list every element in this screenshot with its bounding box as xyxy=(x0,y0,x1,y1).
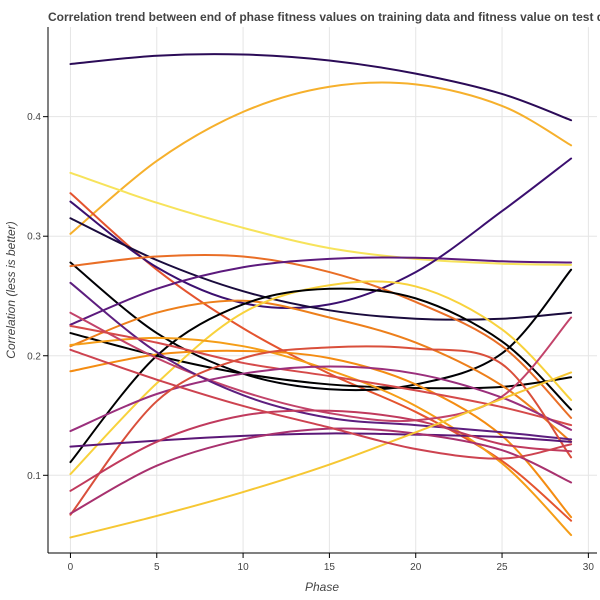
tick-labels: 0 5 10 15 20 25 30 0.1 0.2 0.3 0.4 xyxy=(27,112,594,573)
series-line-8 xyxy=(69,253,573,419)
series-line-17 xyxy=(69,281,573,441)
axes xyxy=(43,27,597,558)
x-tick-label: 25 xyxy=(496,562,508,573)
y-tick-label: 0.3 xyxy=(27,232,41,243)
x-tick-label: 5 xyxy=(154,562,160,573)
grid xyxy=(48,27,597,553)
x-tick-label: 15 xyxy=(324,562,336,573)
series-line-1 xyxy=(69,53,573,122)
series-line-2 xyxy=(69,81,573,235)
series-line-15 xyxy=(69,336,573,537)
series-line-6 xyxy=(69,217,573,321)
series-line-4 xyxy=(69,192,573,522)
series-line-21 xyxy=(69,432,573,448)
chart-title: Correlation trend between end of phase f… xyxy=(48,10,600,24)
series-line-7 xyxy=(69,261,573,392)
series-line-16 xyxy=(69,311,573,423)
series-line-23 xyxy=(69,427,573,515)
series-line-18 xyxy=(69,324,573,427)
series-lines xyxy=(69,53,573,539)
x-tick-label: 10 xyxy=(238,562,250,573)
series-line-25 xyxy=(69,348,573,460)
y-axis-label: Correlation (less is better) xyxy=(4,221,18,358)
series-line-10 xyxy=(69,256,573,326)
y-tick-label: 0.1 xyxy=(27,471,41,482)
series-line-12 xyxy=(69,280,573,476)
series-line-24 xyxy=(69,371,573,539)
x-tick-label: 20 xyxy=(410,562,422,573)
series-line-5 xyxy=(69,157,573,310)
series-line-20 xyxy=(69,345,573,516)
x-tick-label: 0 xyxy=(68,562,74,573)
series-line-19 xyxy=(69,365,573,433)
y-tick-label: 0.4 xyxy=(27,112,41,123)
series-line-14 xyxy=(69,287,573,464)
series-line-3 xyxy=(69,171,573,266)
y-tick-label: 0.2 xyxy=(27,351,41,362)
series-line-11 xyxy=(69,299,573,443)
series-line-22 xyxy=(69,409,573,492)
x-tick-label: 30 xyxy=(583,562,595,573)
x-axis-label: Phase xyxy=(305,580,339,594)
